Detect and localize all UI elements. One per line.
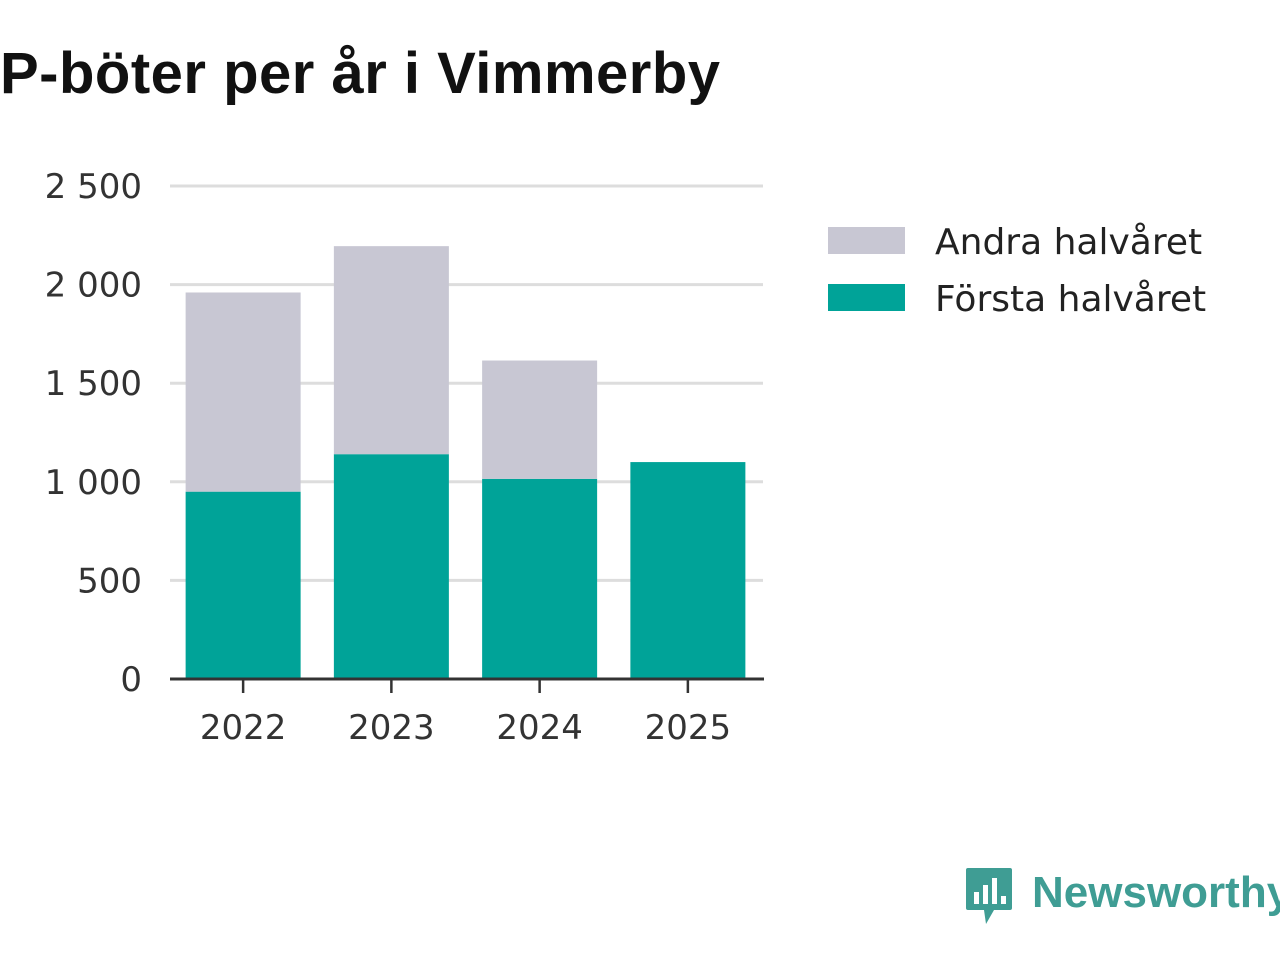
bar-2022-andra bbox=[185, 292, 301, 492]
legend-swatch bbox=[828, 227, 905, 254]
bar-2025-forsta bbox=[630, 462, 746, 679]
legend-swatch bbox=[828, 284, 905, 311]
bar-2022-forsta bbox=[185, 491, 301, 679]
legend-label: Första halvåret bbox=[935, 279, 1206, 320]
y-tick-label: 2 500 bbox=[45, 167, 142, 207]
x-tick-label: 2025 bbox=[645, 708, 732, 748]
bar-2024-forsta bbox=[482, 478, 598, 679]
axes: 0 500 1 000 1 500 2 000 2 500 2022 2023 2024 2025 bbox=[45, 167, 764, 748]
y-tick-label: 500 bbox=[77, 561, 142, 601]
y-tick-label: 2 000 bbox=[45, 266, 142, 306]
y-tick-label: 0 bbox=[120, 660, 142, 700]
x-tick-label: 2022 bbox=[200, 708, 287, 748]
y-tick-label: 1 000 bbox=[45, 463, 142, 503]
bar-2024-andra bbox=[482, 360, 598, 479]
chart-title: P-böter per år i Vimmerby bbox=[0, 41, 721, 106]
bars bbox=[185, 246, 746, 679]
y-tick-label: 1 500 bbox=[45, 364, 142, 404]
brand-name: Newsworthy bbox=[1032, 868, 1280, 917]
newsworthy-logo: Newsworthy bbox=[964, 866, 1280, 926]
x-tick-label: 2023 bbox=[348, 708, 435, 748]
newsworthy-logo-icon bbox=[966, 868, 1012, 924]
x-tick-label: 2024 bbox=[496, 708, 583, 748]
bar-2023-forsta bbox=[333, 454, 449, 679]
legend-label: Andra halvåret bbox=[935, 222, 1202, 263]
legend: Andra halvåret Första halvåret bbox=[828, 222, 1206, 320]
bar-2023-andra bbox=[333, 246, 449, 455]
